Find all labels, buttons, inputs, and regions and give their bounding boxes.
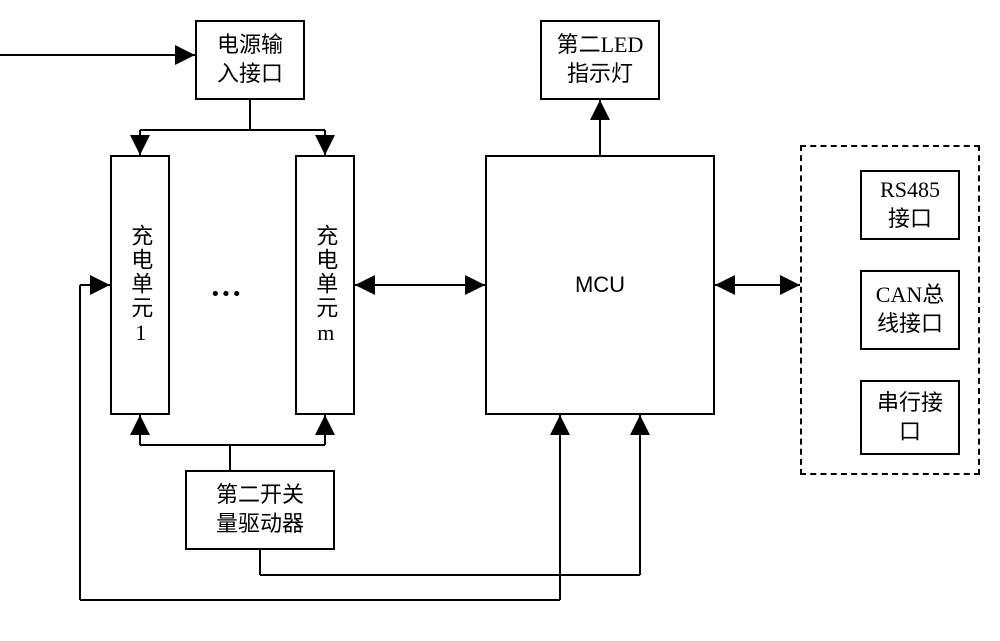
- switch-driver-box-label: 第二开关 量驱动器: [216, 481, 304, 538]
- can-bus-box: CAN总 线接口: [860, 270, 960, 350]
- led2-indicator-box-label: 第二LED 指示灯: [557, 31, 644, 88]
- can-bus-box-label: CAN总 线接口: [876, 281, 944, 338]
- serial-port-box-label: 串行接 口: [877, 389, 943, 446]
- mcu-box-label: MCU: [575, 271, 625, 300]
- serial-port-box: 串行接 口: [860, 380, 960, 455]
- led2-indicator-box: 第二LED 指示灯: [540, 20, 660, 100]
- charge-unit-1-box-label: 充电单元1: [126, 224, 155, 347]
- power-input-box: 电源输 入接口: [195, 20, 305, 100]
- rs485-box-label: RS485 接口: [880, 176, 940, 233]
- charge-unit-m-box-label: 充电单元m: [311, 224, 340, 347]
- power-input-box-label: 电源输 入接口: [217, 31, 283, 88]
- switch-driver-box: 第二开关 量驱动器: [185, 470, 335, 550]
- ellipsis: ···: [210, 275, 242, 312]
- rs485-box: RS485 接口: [860, 170, 960, 240]
- mcu-box: MCU: [485, 155, 715, 415]
- charge-unit-1-box: 充电单元1: [110, 155, 170, 415]
- charge-unit-m-box: 充电单元m: [295, 155, 355, 415]
